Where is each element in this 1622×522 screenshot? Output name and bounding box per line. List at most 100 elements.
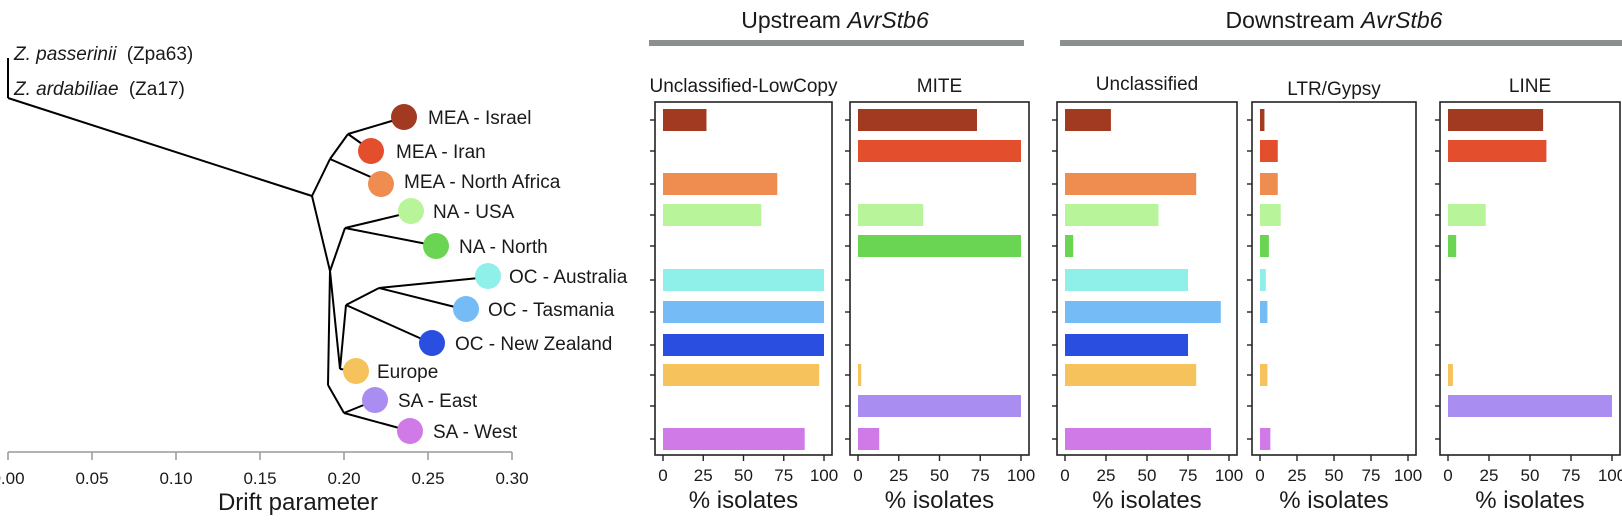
x-tick-label: 75 (1179, 466, 1198, 485)
x-axis-label: % isolates (1279, 487, 1388, 514)
x-tick-label: 50 (734, 466, 753, 485)
bar (1260, 235, 1269, 257)
tree-branch (378, 287, 468, 311)
bar (1448, 109, 1544, 131)
bar (1448, 235, 1457, 257)
panel-title: LTR/Gypsy (1287, 79, 1381, 100)
x-axis-label: % isolates (1092, 487, 1201, 514)
x-tick-label: 75 (1362, 466, 1381, 485)
bar (1260, 204, 1281, 226)
panel-title: LINE (1509, 76, 1551, 97)
bar-panel: LINE 0 25 50 75 100 % isolates (1435, 76, 1622, 514)
bar (1260, 173, 1278, 195)
drift-axis-tick-label: 0.20 (327, 469, 360, 488)
bar (1448, 395, 1612, 417)
tree-node (475, 263, 501, 289)
bar (663, 301, 824, 323)
bar (858, 109, 977, 131)
drift-axis-tick-label: 0.10 (159, 469, 192, 488)
tree-node (391, 104, 417, 130)
tree-node-label: SA - East (398, 391, 478, 412)
x-tick-label: 0 (658, 466, 667, 485)
x-tick-label: 25 (1097, 466, 1116, 485)
tree-branch (344, 227, 438, 247)
group-prefix-upstream: Upstream (741, 7, 847, 33)
x-tick-label: 50 (930, 466, 949, 485)
tree-node-label: SA - West (433, 422, 518, 443)
x-axis-label: % isolates (689, 487, 798, 514)
tree-branch (311, 158, 331, 197)
drift-axis-tick-label: 0.30 (495, 469, 528, 488)
outgroup-strain-za: (Za17) (129, 79, 185, 100)
bar (1448, 204, 1486, 226)
x-axis-label: % isolates (885, 487, 994, 514)
drift-axis-tick-label: 0.25 (411, 469, 444, 488)
drift-axis-tick-label: 0.00 (0, 469, 25, 488)
tree-node-label: OC - New Zealand (455, 334, 612, 355)
x-tick-label: 100 (1007, 466, 1035, 485)
tree-node-label: NA - North (459, 237, 548, 258)
tree-node-label: MEA - Iran (396, 142, 486, 163)
bar (663, 109, 707, 131)
bar (663, 428, 805, 450)
bar (1260, 364, 1268, 386)
x-tick-label: 75 (774, 466, 793, 485)
outgroup-strain-zpa: (Zpa63) (127, 44, 194, 65)
tree-branch (311, 195, 331, 272)
x-tick-label: 50 (1325, 466, 1344, 485)
bar (1260, 109, 1265, 131)
bar (1065, 301, 1221, 323)
bar (1448, 140, 1547, 162)
bar (1448, 364, 1453, 386)
bar (663, 204, 762, 226)
bar (858, 364, 862, 386)
group-gene-downstream: AvrStb6 (1359, 7, 1443, 33)
x-tick-label: 0 (853, 466, 862, 485)
bar (858, 204, 924, 226)
x-tick-label: 100 (1598, 466, 1622, 485)
x-tick-label: 0 (1443, 466, 1452, 485)
x-tick-label: 50 (1521, 466, 1540, 485)
x-tick-label: 50 (1138, 466, 1157, 485)
tree-node (362, 387, 388, 413)
bar (1065, 269, 1188, 291)
bar (663, 269, 824, 291)
panel-title: Unclassified-LowCopy (650, 76, 838, 97)
group-bar-upstream (649, 40, 1024, 46)
tree-branch (327, 270, 331, 386)
group-prefix-downstream: Downstream (1226, 7, 1361, 33)
tree-branch (329, 133, 349, 160)
bar-panel: Unclassified-LowCopy 0 25 50 75 100 % isolates (650, 76, 839, 514)
bar (858, 395, 1021, 417)
x-tick-label: 25 (694, 466, 713, 485)
x-tick-label: 100 (1394, 466, 1422, 485)
bar-panels: Unclassified-LowCopy 0 25 50 75 100 % isolates… (650, 74, 1622, 514)
bar (663, 334, 824, 356)
bar (663, 364, 820, 386)
bar (1065, 173, 1197, 195)
x-tick-label: 75 (1562, 466, 1581, 485)
drift-axis-tick-label: 0.15 (243, 469, 276, 488)
drift-axis-label: Drift parameter (218, 489, 378, 516)
x-tick-label: 100 (1215, 466, 1243, 485)
tree-branch (345, 287, 380, 306)
bar (1065, 235, 1074, 257)
x-axis-label: % isolates (1475, 487, 1584, 514)
tree-branch (339, 304, 347, 370)
bar (858, 428, 880, 450)
bar-panel: MITE 0 25 50 75 100 % isolates (845, 76, 1035, 514)
x-tick-label: 25 (889, 466, 908, 485)
bar (858, 235, 1021, 257)
tree-node (419, 330, 445, 356)
x-tick-label: 25 (1480, 466, 1499, 485)
x-tick-label: 75 (971, 466, 990, 485)
tree-node (343, 358, 369, 384)
tree-branch (329, 227, 346, 272)
outgroup-label-za: Z. ardabiliae (Za17) (13, 79, 185, 100)
tree-node-label: Europe (377, 362, 438, 383)
x-tick-label: 0 (1060, 466, 1069, 485)
tree-node (358, 138, 384, 164)
panel-title: Unclassified (1096, 74, 1198, 95)
drift-axis: 0.00 0.05 0.10 0.15 0.20 0.25 0.30 (0, 451, 529, 488)
tree-branch (329, 270, 341, 370)
